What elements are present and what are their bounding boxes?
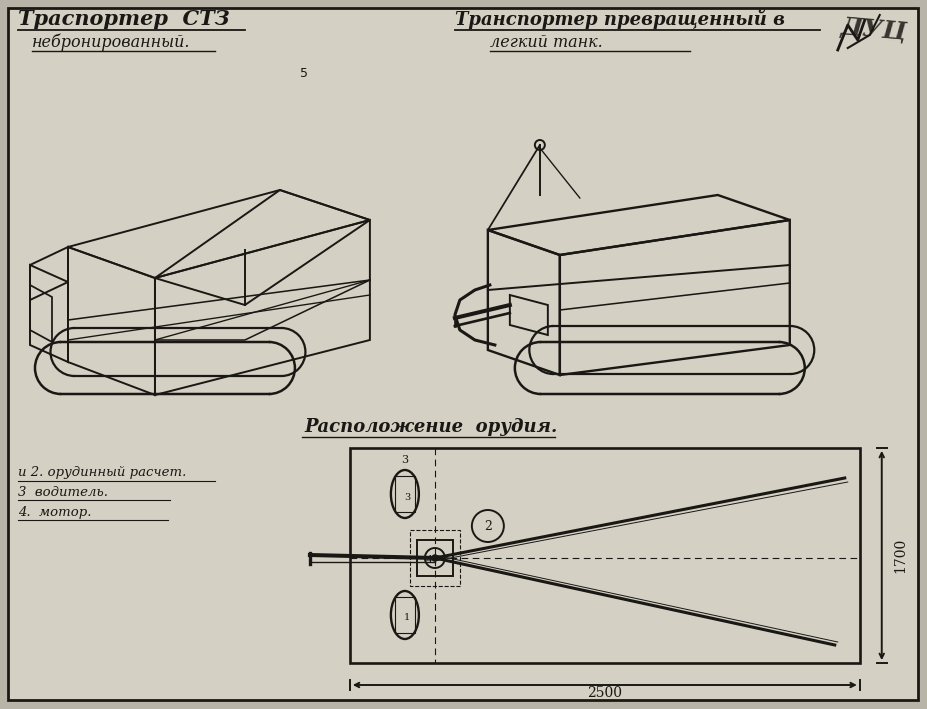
Text: 1: 1 xyxy=(403,613,410,623)
Circle shape xyxy=(431,555,438,561)
Bar xyxy=(395,476,414,512)
Bar xyxy=(416,540,452,576)
Bar xyxy=(395,597,414,633)
Text: 3  водитель.: 3 водитель. xyxy=(18,486,108,499)
Text: легкий танк.: легкий танк. xyxy=(489,34,602,51)
Text: 2: 2 xyxy=(483,520,491,533)
Text: небронированный.: небронированный. xyxy=(32,33,190,51)
Text: 4.  мотор.: 4. мотор. xyxy=(18,506,92,519)
Text: 3: 3 xyxy=(403,493,410,501)
Text: 5: 5 xyxy=(299,67,308,80)
Bar xyxy=(410,530,460,586)
Text: Траспортер  СТЗ: Траспортер СТЗ xyxy=(18,9,229,29)
Text: 4: 4 xyxy=(425,555,432,565)
Text: Транспортер превращенный в: Транспортер превращенный в xyxy=(454,9,784,29)
Text: 3: 3 xyxy=(400,455,408,465)
Text: 2500: 2500 xyxy=(587,686,622,700)
Bar xyxy=(349,448,858,663)
Text: 1700: 1700 xyxy=(893,538,907,573)
Text: ДУЦ: ДУЦ xyxy=(839,16,908,45)
Text: и 2. орудинный расчет.: и 2. орудинный расчет. xyxy=(18,466,186,479)
Text: Расположение  орудия.: Расположение орудия. xyxy=(305,418,557,436)
